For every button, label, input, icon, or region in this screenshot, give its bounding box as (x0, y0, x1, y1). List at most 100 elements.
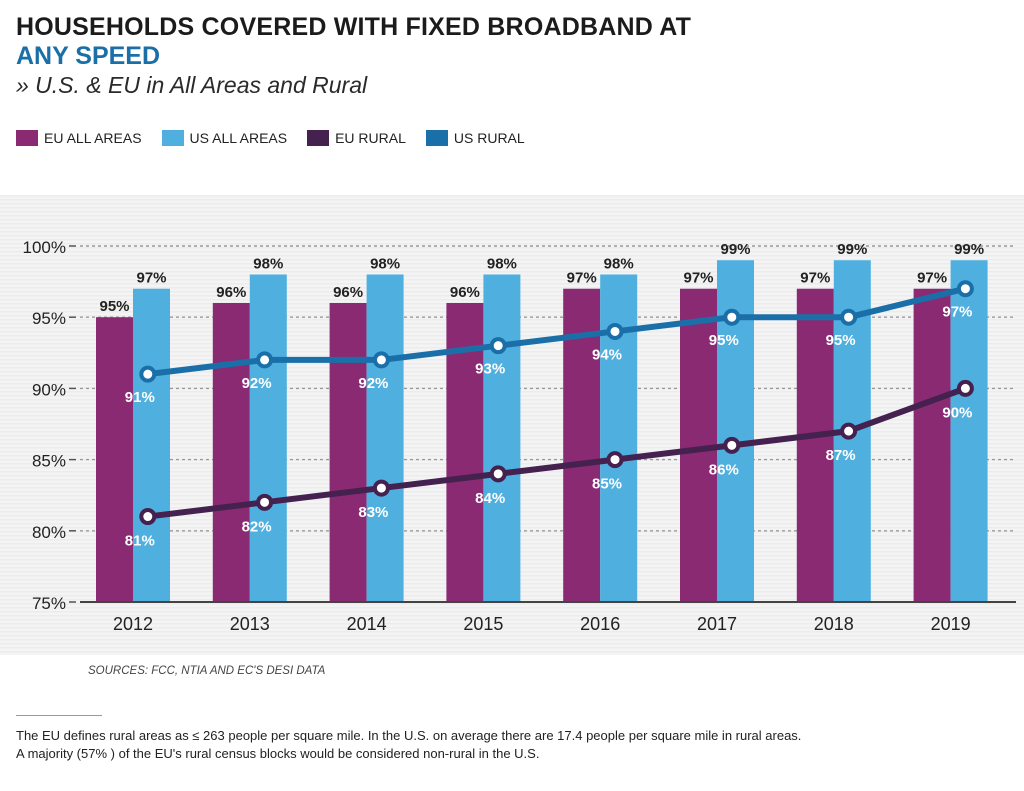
data-point-us-rural (372, 351, 390, 369)
data-label-eu-rural: 86% (709, 461, 739, 478)
data-label-eu-all: 96% (333, 284, 363, 301)
data-point-us-rural (956, 280, 974, 298)
data-label-us-rural: 92% (358, 375, 388, 392)
y-tick-label: 85% (32, 452, 66, 471)
legend-label-us-all: US ALL AREAS (189, 130, 288, 146)
data-label-eu-rural: 90% (942, 404, 972, 421)
background-stripe (0, 647, 1024, 649)
sources-text: SOURCES: FCC, NTIA AND EC'S DESI DATA (88, 665, 326, 677)
bar-eu-all (913, 288, 951, 602)
data-point-eu-rural (489, 465, 507, 483)
data-label-us-all: 98% (253, 255, 283, 272)
data-point-us-rural (840, 308, 858, 326)
background-stripe (0, 643, 1024, 645)
background-stripe (0, 263, 1024, 265)
background-stripe (0, 651, 1024, 653)
legend-label-eu-all: EU ALL AREAS (44, 130, 142, 146)
background-stripe (0, 615, 1024, 617)
footnote: The EU defines rural areas as ≤ 263 peop… (16, 727, 801, 763)
data-label-us-rural: 97% (942, 304, 972, 321)
x-tick-label: 2013 (230, 614, 270, 634)
bar-us-all (133, 288, 170, 602)
background-stripe (0, 603, 1024, 605)
data-label-us-rural: 92% (242, 375, 272, 392)
y-tick-label: 100% (23, 238, 66, 257)
x-tick-label: 2017 (697, 614, 737, 634)
background-stripe (0, 215, 1024, 217)
x-tick-label: 2014 (347, 614, 387, 634)
y-tick-label: 80% (32, 523, 66, 542)
data-label-us-all: 99% (837, 241, 867, 258)
background-stripe (0, 219, 1024, 221)
bar-us-all (249, 274, 287, 602)
background-stripe (0, 195, 1024, 197)
background-stripe (0, 271, 1024, 273)
data-label-eu-rural: 87% (826, 447, 856, 464)
data-label-eu-all: 97% (917, 270, 947, 287)
background-stripe (0, 235, 1024, 237)
data-label-eu-all: 97% (683, 270, 713, 287)
x-tick-label: 2019 (931, 614, 971, 634)
background-stripe (0, 635, 1024, 637)
data-label-eu-rural: 85% (592, 476, 622, 493)
data-label-eu-rural: 82% (242, 518, 272, 535)
x-tick-label: 2016 (580, 614, 620, 634)
background-stripe (0, 227, 1024, 229)
legend-item-eu-rural: EU RURAL (307, 130, 406, 146)
background-stripe (0, 611, 1024, 613)
chart-title-line2: ANY SPEED (16, 42, 161, 70)
data-label-us-all: 97% (136, 270, 166, 287)
background-stripe (0, 255, 1024, 257)
background-stripe (0, 259, 1024, 261)
data-label-eu-rural: 83% (358, 504, 388, 521)
data-label-us-rural: 94% (592, 346, 622, 363)
bar-eu-all (563, 288, 601, 602)
legend-swatch-eu-rural (307, 130, 330, 146)
bar-eu-all (212, 302, 250, 602)
background-stripe (0, 627, 1024, 629)
chart-plot: 75% 80% 85% 90% 95% 100% 95% 97% 96% 98% 96% 98% 96%… (0, 195, 1024, 655)
bar-us-all (366, 274, 404, 602)
footnote-line-1: The EU defines rural areas as ≤ 263 peop… (16, 728, 802, 743)
data-point-eu-rural (372, 479, 390, 497)
background-stripe (0, 199, 1024, 201)
legend-label-eu-rural: EU RURAL (335, 130, 406, 146)
footnote-line-2: A majority (57% ) of the EU's rural cens… (16, 746, 540, 761)
data-label-us-all: 98% (370, 255, 400, 272)
bar-us-all (950, 260, 988, 602)
x-tick-label: 2012 (113, 614, 153, 634)
background-stripe (0, 623, 1024, 625)
data-point-us-rural (489, 337, 507, 355)
data-label-us-all: 99% (954, 241, 984, 258)
series-line-us-rural (144, 285, 969, 378)
data-label-us-rural: 93% (475, 361, 505, 378)
chart-title-line1: HOUSEHOLDS COVERED WITH FIXED BROADBAND … (16, 13, 692, 41)
data-point-eu-rural (256, 493, 274, 511)
background-stripe (0, 619, 1024, 621)
data-point-us-rural (139, 365, 157, 383)
legend-item-us-all: US ALL AREAS (161, 130, 288, 146)
data-point-eu-rural (139, 508, 157, 526)
background-stripe (0, 207, 1024, 209)
data-label-eu-all: 96% (450, 284, 480, 301)
series-line-eu-rural (144, 385, 969, 520)
y-tick-label: 95% (32, 309, 66, 328)
background-stripe (0, 267, 1024, 269)
bar-eu-all (329, 302, 367, 602)
legend-item-us-rural: US RURAL (425, 130, 525, 146)
data-label-eu-all: 96% (216, 284, 246, 301)
background-stripe (0, 211, 1024, 213)
data-point-us-rural (256, 351, 274, 369)
legend-label-us-rural: US RURAL (453, 130, 525, 146)
legend-swatch-us-rural (425, 130, 448, 146)
data-label-eu-all: 95% (99, 298, 129, 315)
background-stripe (0, 223, 1024, 225)
data-point-us-rural (723, 308, 741, 326)
background-stripe (0, 243, 1024, 245)
background-stripe (0, 631, 1024, 633)
data-label-eu-all: 97% (567, 270, 597, 287)
data-point-eu-rural (723, 436, 741, 454)
chart-subtitle: » U.S. & EU in All Areas and Rural (16, 72, 368, 98)
background-stripe (0, 251, 1024, 253)
bar-eu-all (796, 288, 834, 602)
